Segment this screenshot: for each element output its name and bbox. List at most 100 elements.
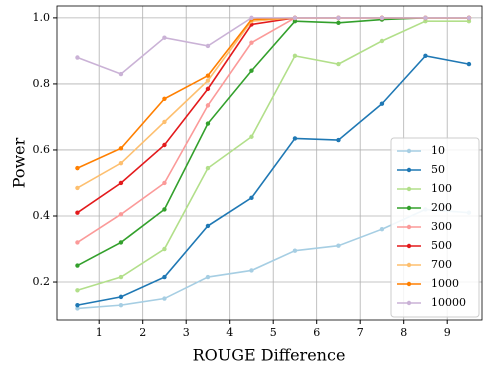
legend-label: 700	[431, 258, 452, 271]
point	[292, 248, 298, 253]
point	[118, 160, 124, 166]
legend-marker	[406, 281, 412, 287]
point	[205, 43, 211, 49]
point	[205, 165, 211, 171]
point	[205, 86, 211, 92]
point	[336, 243, 341, 248]
series-line	[77, 17, 469, 267]
point	[292, 18, 298, 24]
point	[336, 137, 341, 143]
legend-marker	[406, 262, 412, 268]
point	[118, 146, 124, 151]
point	[162, 246, 167, 252]
legend-label: 300	[431, 220, 452, 233]
x-tick-label: 4	[226, 326, 233, 339]
legend-label: 100	[431, 182, 452, 195]
point	[249, 195, 254, 201]
legend-label: 500	[431, 239, 452, 252]
point	[118, 71, 124, 77]
legend-marker	[406, 186, 412, 192]
point	[336, 20, 341, 26]
point	[292, 53, 298, 59]
point	[379, 227, 385, 232]
point	[466, 61, 472, 67]
legend-label: 1000	[431, 277, 459, 290]
x-tick-label: 6	[313, 326, 320, 339]
point	[379, 15, 385, 21]
legend-label: 10000	[431, 296, 466, 309]
point	[249, 40, 254, 45]
point	[162, 274, 167, 280]
series-line	[77, 54, 470, 306]
legend-marker	[406, 148, 412, 154]
x-tick-label: 2	[139, 326, 146, 339]
point	[75, 306, 80, 311]
point	[249, 268, 254, 273]
point	[162, 142, 167, 148]
point	[75, 302, 80, 308]
point	[292, 15, 298, 21]
point	[249, 134, 254, 139]
point	[466, 15, 472, 21]
point	[162, 35, 167, 40]
legend-box	[390, 137, 480, 318]
point	[466, 18, 472, 24]
point	[423, 15, 428, 21]
legend-marker	[406, 224, 412, 230]
point	[162, 180, 167, 186]
point	[75, 210, 80, 215]
point	[292, 136, 298, 141]
y-tick-label: 0.8	[33, 77, 51, 90]
x-tick-label: 7	[357, 326, 364, 339]
legend-marker	[406, 167, 412, 173]
point	[205, 73, 211, 78]
series-line	[77, 17, 469, 75]
legend-marker	[406, 243, 412, 249]
legend-label: 10	[431, 144, 445, 157]
point	[162, 207, 167, 212]
y-tick-label: 0.6	[33, 143, 51, 156]
plot-frame	[56, 5, 483, 321]
point	[379, 101, 385, 106]
point	[205, 121, 211, 126]
point	[118, 212, 124, 217]
x-tick-label: 3	[183, 326, 190, 339]
legend-label: 50	[431, 163, 445, 176]
point	[162, 119, 167, 125]
point	[75, 185, 80, 191]
point	[249, 68, 254, 73]
legend-label: 200	[431, 201, 452, 214]
point	[379, 38, 385, 44]
point	[118, 302, 124, 308]
point	[205, 103, 211, 108]
point	[205, 223, 211, 229]
legend-marker	[406, 300, 412, 306]
y-tick-label: 0.2	[33, 275, 51, 288]
y-tick-label: 0.4	[33, 209, 51, 222]
point	[75, 240, 80, 245]
point	[423, 53, 428, 59]
point	[205, 274, 211, 280]
y-tick-label: 1.0	[33, 11, 51, 24]
y-axis-label: Power	[10, 137, 29, 188]
point	[75, 288, 80, 293]
point	[118, 180, 124, 186]
legend-marker	[406, 205, 412, 211]
point	[249, 15, 254, 21]
point	[75, 263, 80, 268]
point	[118, 274, 124, 280]
x-tick-label: 5	[270, 326, 277, 339]
point	[75, 55, 80, 60]
x-tick-label: 9	[444, 326, 451, 339]
point	[162, 296, 167, 301]
point	[336, 15, 341, 21]
x-axis-label: ROUGE Difference	[193, 346, 346, 365]
point	[423, 18, 428, 24]
point	[162, 96, 167, 101]
x-tick-label: 8	[400, 326, 407, 339]
point	[118, 240, 124, 245]
point	[75, 165, 80, 171]
point	[336, 61, 341, 67]
point	[205, 78, 211, 83]
